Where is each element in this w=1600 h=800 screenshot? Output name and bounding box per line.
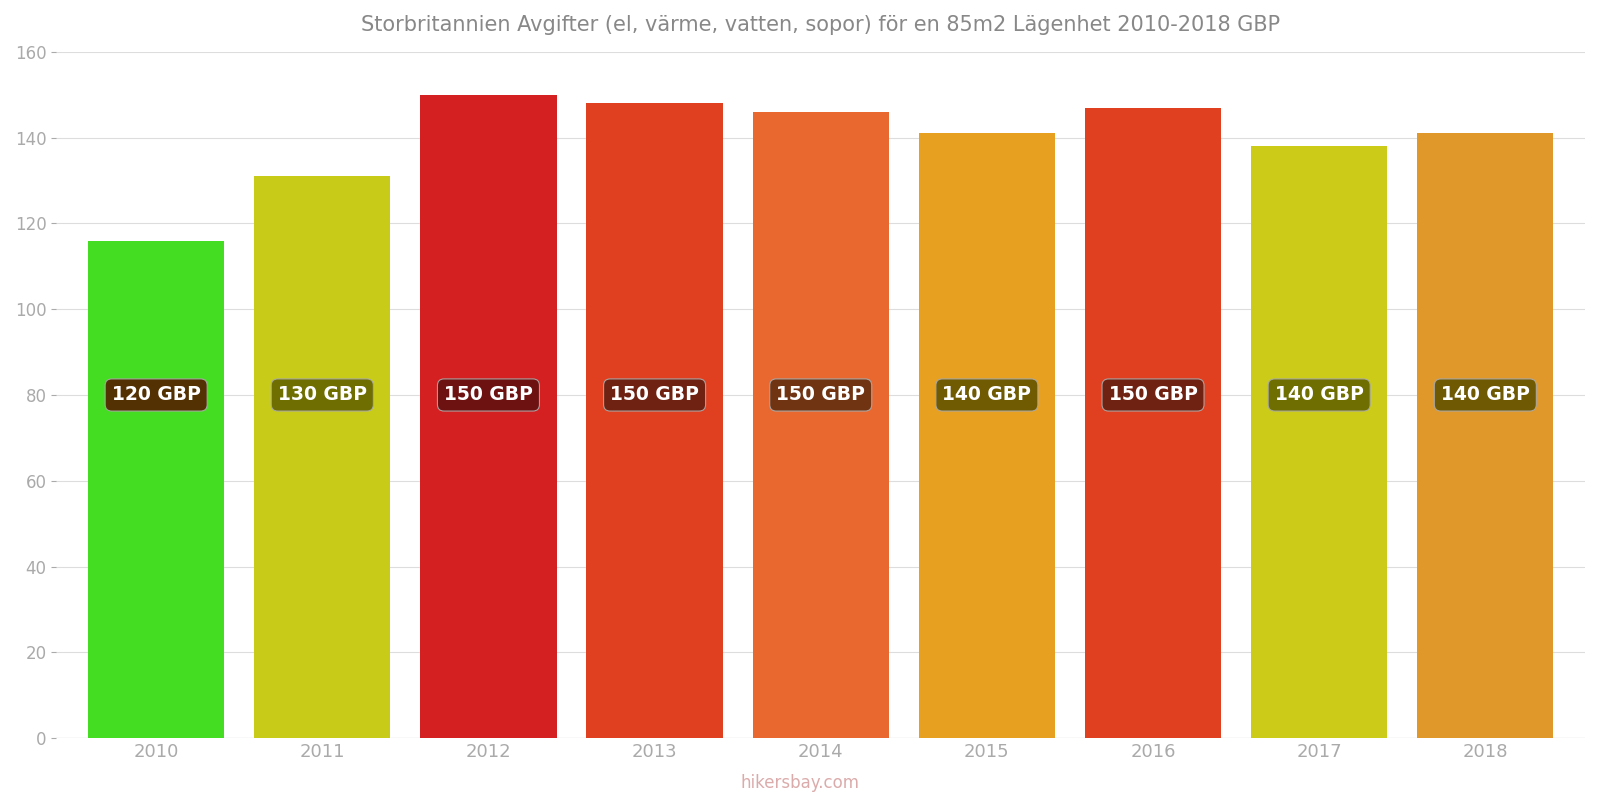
Bar — [254, 176, 390, 738]
Text: 150 GBP: 150 GBP — [776, 386, 866, 405]
Text: 140 GBP: 140 GBP — [1275, 386, 1363, 405]
Text: 140 GBP: 140 GBP — [1442, 386, 1530, 405]
Bar — [1085, 107, 1221, 738]
Title: Storbritannien Avgifter (el, värme, vatten, sopor) för en 85m2 Lägenhet 2010-201: Storbritannien Avgifter (el, värme, vatt… — [362, 15, 1280, 35]
Bar — [1251, 146, 1387, 738]
Bar — [587, 103, 723, 738]
Text: 150 GBP: 150 GBP — [445, 386, 533, 405]
Text: hikersbay.com: hikersbay.com — [741, 774, 859, 792]
Text: 120 GBP: 120 GBP — [112, 386, 200, 405]
Bar — [1418, 134, 1554, 738]
Bar — [752, 112, 890, 738]
Bar — [918, 134, 1054, 738]
Bar — [421, 94, 557, 738]
Text: 150 GBP: 150 GBP — [1109, 386, 1197, 405]
Text: 150 GBP: 150 GBP — [610, 386, 699, 405]
Text: 140 GBP: 140 GBP — [942, 386, 1032, 405]
Bar — [88, 241, 224, 738]
Text: 130 GBP: 130 GBP — [278, 386, 366, 405]
